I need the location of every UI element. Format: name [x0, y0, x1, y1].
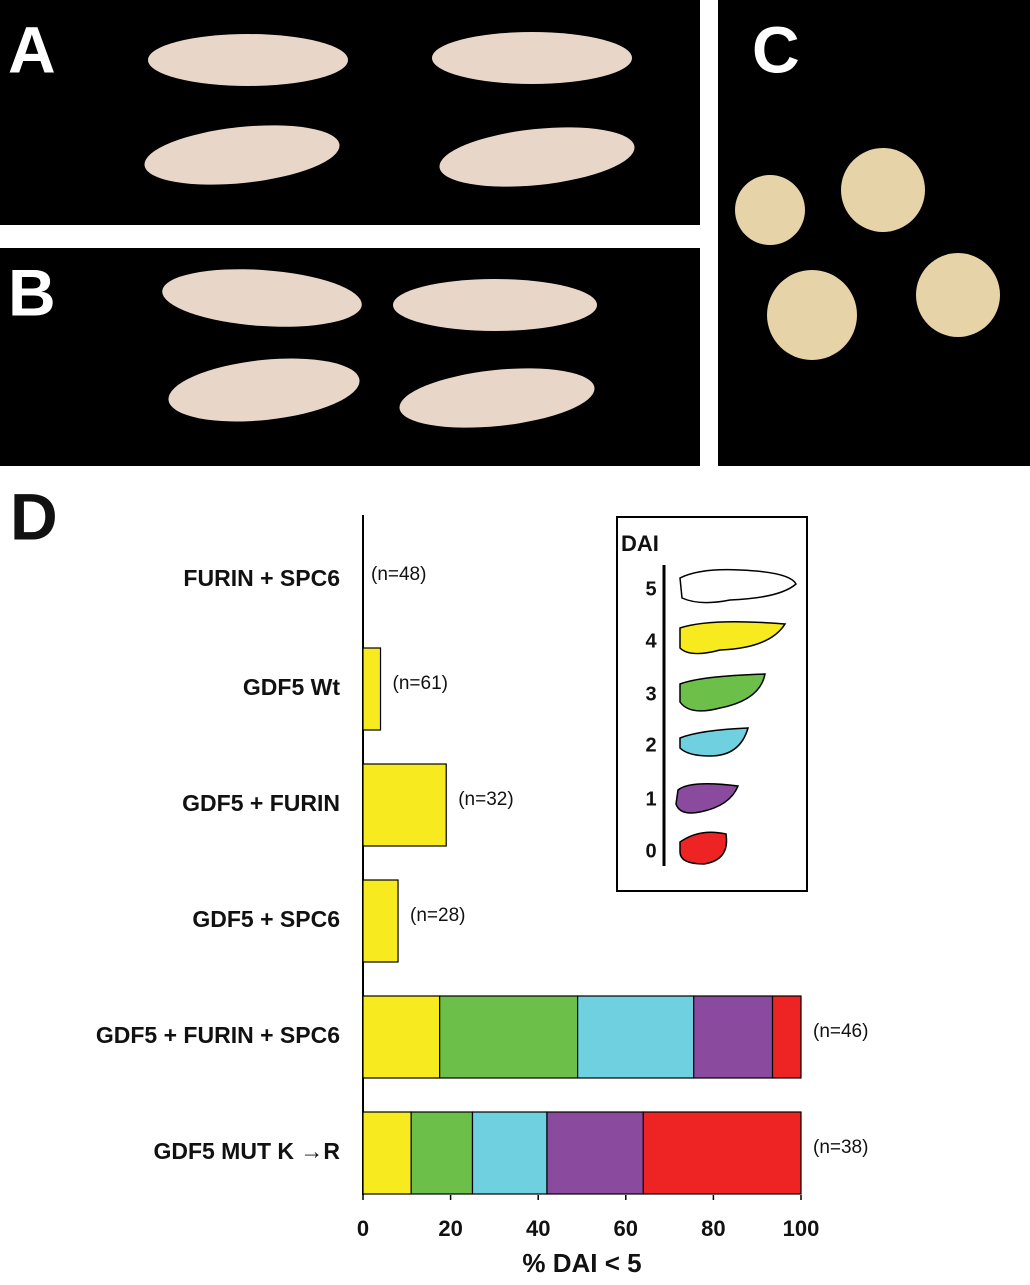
- n-label: (n=38): [813, 1137, 868, 1158]
- panel-label: B: [8, 255, 56, 329]
- bar-segment: [362, 647, 382, 731]
- legend-label: 2: [645, 734, 656, 756]
- y-tick-label: GDF5 + FURIN: [182, 790, 340, 816]
- legend-label: 4: [645, 630, 657, 652]
- panel-label: D: [10, 479, 58, 553]
- y-tick-label: GDF5 + FURIN + SPC6: [96, 1022, 340, 1048]
- panel-label: A: [8, 12, 56, 86]
- x-axis-label: % DAI < 5: [522, 1248, 641, 1278]
- n-label: (n=46): [813, 1021, 868, 1042]
- bar-segment: [577, 995, 695, 1079]
- legend-label: 3: [645, 683, 656, 705]
- legend-swatch: [679, 831, 728, 865]
- n-label: (n=61): [393, 673, 448, 694]
- legend-label: 1: [645, 788, 656, 810]
- bar-segment: [362, 1111, 412, 1195]
- photo-panel-a: [0, 0, 700, 225]
- panel-label: C: [752, 12, 800, 86]
- bar-segment: [546, 1111, 644, 1195]
- legend-label: 5: [645, 578, 656, 600]
- x-tick-label: 100: [783, 1216, 820, 1241]
- y-tick-label: GDF5 + SPC6: [192, 906, 340, 932]
- y-tick-label: FURIN + SPC6: [183, 565, 340, 591]
- legend-swatch: [679, 673, 766, 712]
- bar-segment: [771, 995, 802, 1079]
- x-tick-label: 0: [357, 1216, 369, 1241]
- bar-segment: [471, 1111, 548, 1195]
- n-label: (n=32): [458, 789, 513, 810]
- legend-swatch: [679, 727, 750, 757]
- bar-segment: [362, 995, 441, 1079]
- legend-icon: [679, 568, 797, 604]
- n-label: (n=28): [410, 905, 465, 926]
- bar-segment: [642, 1111, 802, 1195]
- n-label: (n=48): [371, 564, 426, 585]
- bar-segment: [362, 879, 399, 963]
- legend-label: 0: [645, 840, 656, 862]
- x-tick-label: 80: [701, 1216, 725, 1241]
- bar-segment: [410, 1111, 474, 1195]
- photo-panel-b: [0, 248, 700, 466]
- bar-segment: [439, 995, 579, 1079]
- x-tick-label: 20: [438, 1216, 462, 1241]
- x-tick-label: 40: [526, 1216, 550, 1241]
- legend-swatch: [675, 783, 740, 814]
- legend-title: DAI: [621, 531, 659, 556]
- exogastrulae: [735, 148, 1000, 360]
- bar-segment: [693, 995, 774, 1079]
- embryos: [144, 32, 635, 428]
- y-tick-label: GDF5 Wt: [243, 674, 340, 700]
- legend-swatch: [679, 621, 787, 655]
- x-tick-label: 60: [614, 1216, 638, 1241]
- y-tick-label: GDF5 MUT K →R: [153, 1138, 340, 1164]
- bar-segment: [362, 763, 447, 847]
